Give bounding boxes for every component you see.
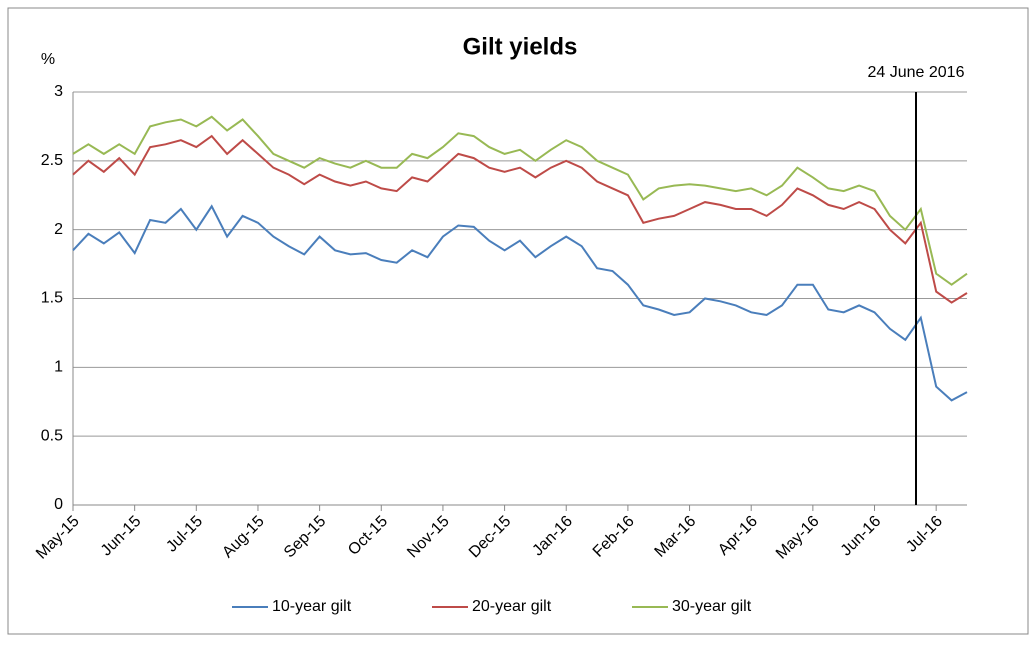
legend-label: 30-year gilt	[672, 598, 752, 615]
y-tick-label: 1	[54, 359, 63, 376]
series-line	[72, 115, 968, 286]
series-line	[72, 204, 968, 402]
annotation: 24 June 2016	[868, 64, 965, 81]
frame	[7, 7, 1029, 635]
legend-label: 20-year gilt	[472, 598, 552, 615]
y-tick-label: 0.5	[41, 427, 63, 444]
y-tick-label: 0	[54, 496, 63, 513]
series-line	[72, 134, 968, 304]
y-tick-label: 3	[54, 83, 63, 100]
legend-label: 10-year gilt	[272, 598, 352, 615]
chart-title: Gilt yields	[463, 33, 578, 60]
y-tick-label: 1.5	[41, 290, 63, 307]
y-axis-label: %	[41, 51, 55, 68]
y-tick-label: 2	[54, 221, 63, 238]
y-tick-label: 2.5	[41, 152, 63, 169]
